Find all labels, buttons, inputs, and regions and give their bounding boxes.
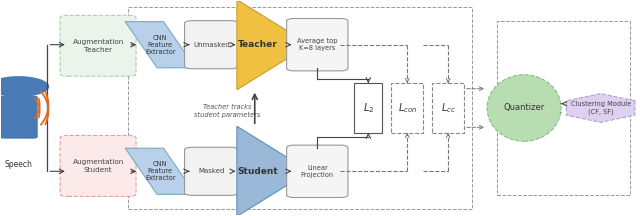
Text: $L_2$: $L_2$ (362, 101, 374, 115)
FancyBboxPatch shape (287, 145, 348, 197)
Text: Clustering Module
(CF, SF): Clustering Module (CF, SF) (570, 101, 631, 115)
Polygon shape (566, 94, 635, 122)
FancyBboxPatch shape (287, 19, 348, 71)
FancyBboxPatch shape (0, 95, 38, 139)
Text: CNN
Feature
Extractor: CNN Feature Extractor (145, 161, 175, 181)
Text: CNN
Feature
Extractor: CNN Feature Extractor (145, 35, 175, 55)
Text: Augmentation
Teacher: Augmentation Teacher (72, 39, 124, 52)
Bar (355, 83, 382, 133)
Text: Quantizer: Quantizer (504, 103, 545, 113)
Polygon shape (237, 0, 300, 90)
Bar (129, 7, 472, 209)
Polygon shape (125, 148, 195, 194)
Text: Teacher: Teacher (238, 40, 278, 49)
Polygon shape (237, 126, 300, 216)
FancyBboxPatch shape (184, 147, 238, 195)
Bar (391, 83, 423, 133)
Text: Teacher tracks
student parameters: Teacher tracks student parameters (194, 104, 260, 118)
Text: Masked: Masked (198, 168, 225, 174)
Text: Augmentation
Student: Augmentation Student (72, 159, 124, 173)
FancyBboxPatch shape (60, 15, 136, 76)
Text: $L_{cc}$: $L_{cc}$ (441, 101, 456, 115)
Bar (497, 21, 630, 195)
Text: Student: Student (237, 167, 278, 176)
Ellipse shape (487, 75, 561, 141)
Text: Average top
K=8 layers: Average top K=8 layers (297, 38, 337, 51)
Text: $L_{con}$: $L_{con}$ (397, 101, 417, 115)
Bar (432, 83, 464, 133)
Ellipse shape (0, 76, 49, 97)
FancyBboxPatch shape (184, 21, 238, 69)
Text: Linear
Projection: Linear Projection (301, 165, 334, 178)
FancyBboxPatch shape (60, 135, 136, 196)
Text: Speech: Speech (4, 159, 33, 168)
Polygon shape (125, 22, 195, 68)
Text: Unmasked: Unmasked (193, 42, 230, 48)
